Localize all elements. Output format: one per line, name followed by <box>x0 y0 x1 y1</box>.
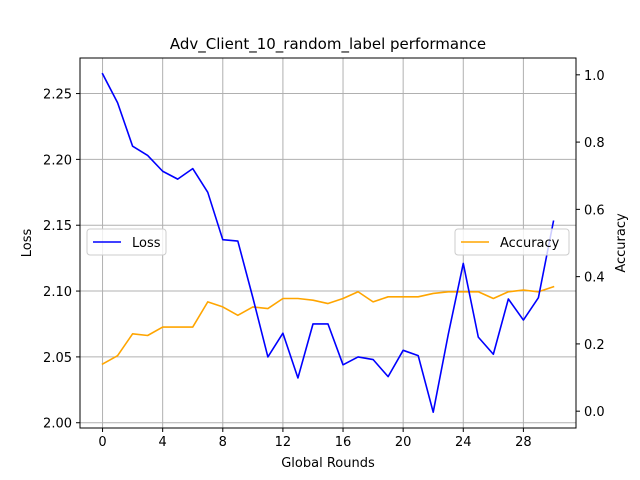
series-line-loss <box>101 72 555 414</box>
x-axis-label: Global Rounds <box>281 456 375 471</box>
plot-frame <box>79 57 577 429</box>
left-y-axis-label: Loss <box>20 229 35 258</box>
legend-loss-label: Loss <box>132 236 161 251</box>
x-tick-label: 4 <box>159 435 167 450</box>
y-left-tick-label: 2.25 <box>43 88 72 103</box>
x-tick-label: 12 <box>275 435 292 450</box>
legend-accuracy-label: Accuracy <box>500 236 560 251</box>
x-tick-label: 28 <box>515 435 532 450</box>
x-tick-label: 16 <box>335 435 352 450</box>
y-left-tick-label: 2.10 <box>43 285 72 300</box>
right-y-axis: 0.0 0.2 0.4 0.6 0.8 1.0 <box>576 69 605 420</box>
y-left-tick-label: 2.00 <box>43 417 72 432</box>
y-right-tick-label: 0.0 <box>584 405 605 420</box>
y-right-tick-label: 0.6 <box>584 203 605 218</box>
left-y-axis: 2.00 2.05 2.10 2.15 2.20 2.25 <box>43 88 80 432</box>
x-tick-label: 24 <box>455 435 472 450</box>
x-tick-label: 8 <box>219 435 227 450</box>
right-y-axis-label: Accuracy <box>614 213 629 273</box>
y-right-tick-label: 1.0 <box>584 69 605 84</box>
y-left-tick-label: 2.15 <box>43 219 72 234</box>
legend-accuracy: Accuracy <box>454 228 570 256</box>
y-right-tick-label: 0.8 <box>584 136 605 151</box>
series-layer <box>101 72 555 414</box>
series-line-accuracy <box>101 285 555 366</box>
legend-loss: Loss <box>86 228 167 256</box>
chart-title: Adv_Client_10_random_label performance <box>170 35 486 54</box>
y-right-tick-label: 0.2 <box>584 338 605 353</box>
y-left-tick-label: 2.20 <box>43 153 72 168</box>
y-right-tick-label: 0.4 <box>584 271 605 286</box>
x-tick-label: 0 <box>98 435 106 450</box>
x-tick-label: 20 <box>395 435 412 450</box>
y-left-tick-label: 2.05 <box>43 351 72 366</box>
x-axis: 0 4 8 12 16 20 24 28 <box>98 428 532 450</box>
grid <box>80 58 576 428</box>
